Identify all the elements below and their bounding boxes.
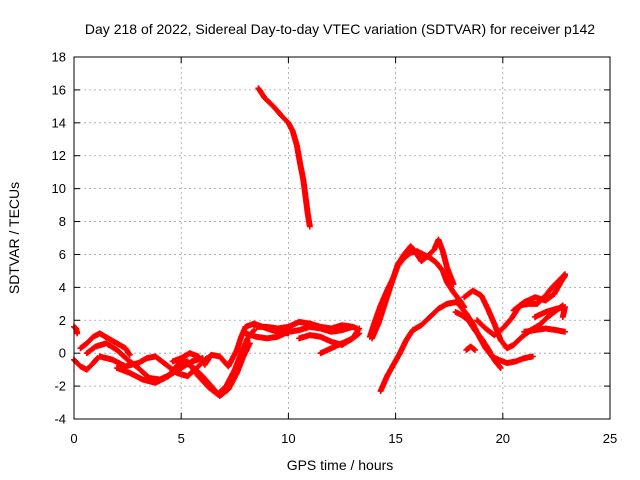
- series-arc-3: [77, 330, 133, 358]
- series-markers: [377, 299, 463, 395]
- y-tick-label: 2: [59, 313, 66, 328]
- x-tick-label: 15: [388, 431, 402, 446]
- y-tick-label: 18: [52, 50, 66, 65]
- x-tick-label: 5: [178, 431, 185, 446]
- series-markers: [317, 330, 363, 357]
- series-arc-24: [531, 304, 568, 320]
- x-tick-label: 20: [496, 431, 510, 446]
- series-markers: [369, 236, 457, 342]
- series-arc-10: [253, 318, 356, 332]
- y-tick-label: 8: [59, 214, 66, 229]
- y-tick-label: -4: [54, 412, 66, 427]
- y-tick-label: 0: [59, 346, 66, 361]
- series-arc-20: [463, 343, 478, 353]
- axis-ticks: 0 5 10 15 20 25 -4 -2 0 2 4 6 8 10 12 14 16 18: [52, 50, 618, 447]
- y-tick-label: 4: [59, 280, 66, 295]
- y-tick-label: 16: [52, 82, 66, 97]
- x-tick-label: 10: [281, 431, 295, 446]
- y-tick-label: 12: [52, 148, 66, 163]
- series-markers: [253, 318, 356, 332]
- y-tick-label: 10: [52, 181, 66, 196]
- series-markers: [521, 325, 568, 335]
- series-markers: [531, 304, 568, 320]
- x-tick-label: 25: [603, 431, 617, 446]
- y-axis-title: SDTVAR / TECUs: [6, 182, 22, 294]
- series-arc-12: [317, 330, 363, 357]
- series-arc-22: [510, 272, 568, 314]
- plot-frame: [73, 56, 611, 420]
- series-markers: [255, 85, 313, 230]
- y-tick-label: 6: [59, 247, 66, 262]
- y-tick-label: 14: [52, 115, 66, 130]
- series-arc-18: [456, 302, 536, 367]
- series-markers: [461, 287, 566, 352]
- series-markers: [510, 272, 568, 314]
- y-tick-label: -2: [54, 379, 66, 394]
- data-marks: [71, 85, 568, 399]
- x-tick-label: 0: [70, 431, 77, 446]
- series-arc-16: [377, 299, 463, 395]
- series-arc-15: [369, 236, 457, 342]
- series-markers: [463, 343, 478, 353]
- series-arc-23: [521, 325, 568, 335]
- grid: [74, 57, 610, 419]
- series-arc-13: [255, 85, 313, 230]
- chart-title: Day 218 of 2022, Sidereal Day-to-day VTE…: [85, 21, 595, 37]
- series-arc-19: [461, 287, 566, 352]
- x-axis-title: GPS time / hours: [287, 457, 394, 473]
- series-markers: [456, 302, 536, 367]
- series-markers: [77, 330, 133, 358]
